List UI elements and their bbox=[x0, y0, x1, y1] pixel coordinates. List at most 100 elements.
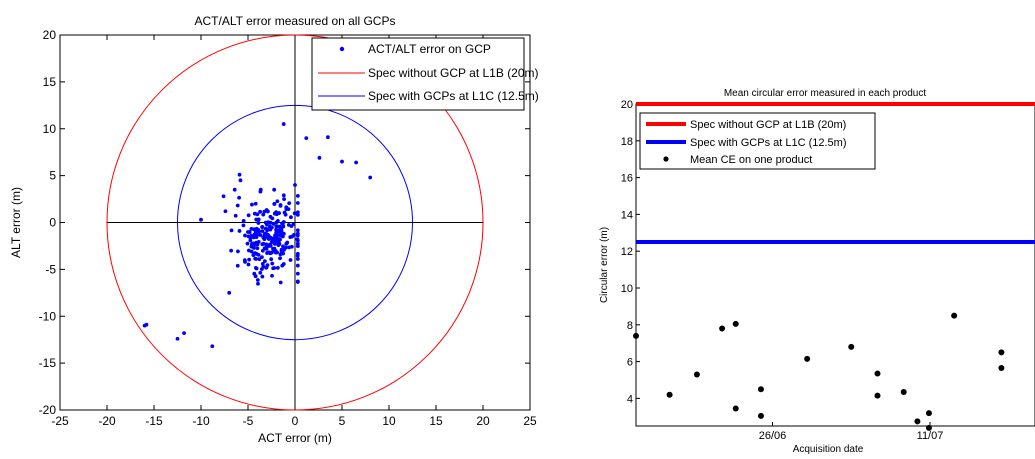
right-legend-label-l1b: Spec without GCP at L1B (20m) bbox=[690, 119, 846, 131]
gcp-point bbox=[238, 178, 243, 183]
left-x-tick-label: 5 bbox=[339, 414, 346, 428]
gcp-point bbox=[274, 230, 279, 235]
right-y-tick-label: 12 bbox=[621, 246, 633, 258]
right-x-tick-label: 26/06 bbox=[759, 430, 787, 442]
gcp-point bbox=[256, 221, 261, 225]
gcp-point bbox=[295, 231, 300, 236]
gcp-point bbox=[272, 187, 277, 192]
gcp-point bbox=[271, 266, 276, 271]
left-y-tick-label: 10 bbox=[43, 122, 57, 136]
gcp-point bbox=[255, 246, 260, 251]
right-plot: Mean circular error measured in each pro… bbox=[599, 88, 1035, 455]
left-x-tick-label: 20 bbox=[476, 414, 490, 428]
gcp-point bbox=[261, 212, 266, 217]
gcp-point bbox=[270, 216, 275, 221]
gcp-point bbox=[264, 265, 269, 270]
gcp-point bbox=[247, 230, 252, 235]
mean-ce-point bbox=[732, 320, 739, 327]
gcp-point bbox=[237, 229, 242, 233]
gcp-point bbox=[267, 250, 272, 255]
mean-ce-point bbox=[951, 312, 958, 319]
gcp-point bbox=[275, 266, 280, 270]
gcp-point bbox=[253, 201, 258, 206]
gcp-point bbox=[278, 256, 282, 261]
right-y-tick-label: 4 bbox=[627, 393, 633, 405]
right-y-tick-label: 8 bbox=[627, 320, 633, 332]
gcp-point bbox=[260, 261, 265, 266]
gcp-point bbox=[270, 273, 274, 278]
right-y-tick-label: 16 bbox=[621, 173, 633, 185]
gcp-point bbox=[275, 199, 280, 204]
gcp-point bbox=[182, 331, 186, 336]
left-legend-label-l1b: Spec without GCP at L1B (20m) bbox=[368, 66, 539, 80]
mean-ce-point bbox=[998, 349, 1005, 356]
gcp-point bbox=[275, 224, 280, 229]
gcp-point bbox=[260, 242, 265, 247]
mean-ce-point bbox=[914, 418, 921, 425]
gcp-point bbox=[264, 232, 269, 237]
gcp-point bbox=[281, 244, 285, 249]
gcp-point bbox=[295, 257, 300, 261]
gcp-point bbox=[295, 213, 300, 217]
right-legend-label-mean: Mean CE on one product bbox=[690, 154, 812, 166]
gcp-point bbox=[256, 252, 261, 257]
gcp-point bbox=[260, 274, 265, 279]
gcp-point bbox=[368, 175, 373, 180]
left-legend-label-l1c: Spec with GCPs at L1C (12.5m) bbox=[368, 89, 539, 103]
gcp-point bbox=[257, 257, 262, 262]
right-legend-label-l1c: Spec with GCPs at L1C (12.5m) bbox=[690, 137, 847, 149]
gcp-point bbox=[270, 250, 274, 255]
gcp-point bbox=[295, 251, 300, 256]
gcp-point bbox=[278, 229, 283, 234]
mean-ce-point bbox=[900, 388, 907, 395]
mean-ce-point bbox=[925, 410, 932, 417]
gcp-point bbox=[295, 201, 300, 205]
right-axis-ticks: 4 6 8 10 12 14 16 18 20 26/06 11/07 bbox=[621, 99, 944, 442]
left-y-tick-label: 5 bbox=[49, 169, 56, 183]
left-legend-label-gcp: ACT/ALT error on GCP bbox=[368, 42, 491, 56]
left-legend-box bbox=[311, 37, 525, 111]
mean-ce-point bbox=[874, 392, 881, 399]
left-x-tick-label: 25 bbox=[523, 414, 537, 428]
right-y-axis-label: Circular error (m) bbox=[599, 227, 610, 303]
left-gcp-points bbox=[142, 122, 373, 349]
gcp-point bbox=[287, 201, 292, 206]
left-legend: ACT/ALT error on GCP Spec without GCP at… bbox=[311, 37, 539, 111]
gcp-point bbox=[250, 202, 254, 207]
gcp-point bbox=[237, 195, 241, 200]
mean-ce-point bbox=[998, 365, 1005, 372]
gcp-point bbox=[255, 278, 260, 282]
gcp-point bbox=[273, 250, 278, 255]
gcp-point bbox=[288, 258, 293, 262]
gcp-point bbox=[229, 228, 234, 233]
gcp-point bbox=[280, 234, 285, 239]
gcp-point bbox=[247, 257, 252, 262]
gcp-point bbox=[253, 256, 258, 261]
left-x-tick-label: -20 bbox=[98, 414, 116, 428]
left-y-tick-label: 0 bbox=[49, 216, 56, 230]
gcp-point bbox=[241, 219, 246, 223]
left-y-tick-label: -15 bbox=[39, 356, 57, 370]
gcp-point bbox=[256, 231, 261, 236]
gcp-point bbox=[256, 227, 261, 232]
left-plot-title: ACT/ALT error measured on all GCPs bbox=[195, 14, 396, 28]
mean-ce-point bbox=[719, 325, 726, 332]
gcp-point bbox=[256, 281, 260, 286]
gcp-point bbox=[260, 248, 265, 253]
gcp-point bbox=[232, 187, 237, 192]
gcp-point bbox=[223, 209, 228, 214]
gcp-point bbox=[280, 221, 284, 226]
gcp-point bbox=[258, 189, 263, 194]
right-y-tick-label: 14 bbox=[621, 209, 633, 221]
gcp-point bbox=[264, 246, 269, 251]
gcp-point bbox=[295, 238, 300, 243]
gcp-point bbox=[237, 172, 242, 177]
gcp-point bbox=[235, 263, 240, 268]
gcp-point bbox=[292, 211, 297, 216]
gcp-point bbox=[258, 209, 262, 214]
gcp-point bbox=[260, 225, 264, 229]
mean-ce-point bbox=[804, 355, 811, 362]
right-x-axis-label: Acquisition date bbox=[793, 444, 864, 455]
gcp-point bbox=[248, 238, 253, 243]
